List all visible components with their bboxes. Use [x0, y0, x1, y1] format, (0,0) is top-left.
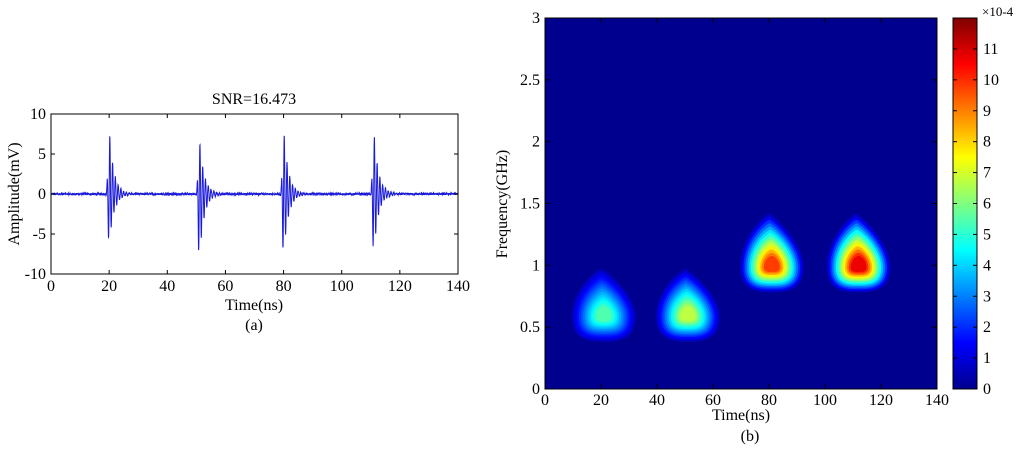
waveform-x-tick-label: 100 [330, 278, 354, 295]
waveform-series-line [51, 135, 458, 251]
colorbar: 0 1 2 3 4 5 6 7 8 9 10 11 ×10-4 [952, 4, 1014, 398]
waveform-chart-title: SNR=16.473 [212, 91, 296, 108]
waveform-y-tick-label: -5 [33, 226, 46, 243]
heatmap-caption: (b) [741, 428, 760, 445]
heatmap-x-tick-label: 20 [593, 392, 609, 409]
waveform-y-tick-label: -10 [25, 266, 46, 283]
colorbar-tick-label: 5 [983, 226, 991, 243]
heatmap-blob [739, 213, 804, 293]
heatmap-x-tick-label: 0 [541, 392, 549, 409]
time-frequency-heatmap: 0 20 40 60 80 100 120 140 00.511.522.53 Time(ns… [494, 4, 1014, 445]
waveform-x-tick-label: 80 [276, 278, 292, 295]
heatmap-x-tick-label: 60 [705, 392, 721, 409]
colorbar-tick-label: 4 [983, 257, 991, 274]
waveform-x-tick-label: 120 [388, 278, 412, 295]
waveform-x-axis-label: Time(ns) [225, 297, 283, 314]
waveform-y-tick-label: 5 [38, 146, 46, 163]
colorbar-tick-label: 3 [983, 288, 991, 305]
colorbar-tick-label: 0 [983, 381, 991, 398]
waveform-caption: (a) [245, 317, 263, 334]
heatmap-blob [655, 268, 720, 342]
heatmap-y-tick-label: 1 [532, 257, 540, 274]
heatmap-y-tick-label: 2.5 [520, 72, 540, 89]
heatmap-x-tick-label: 140 [925, 392, 949, 409]
colorbar-tick-label: 1 [983, 350, 991, 367]
heatmap-y-tick-label: 0.5 [520, 319, 540, 336]
colorbar-tick-label: 9 [983, 103, 991, 120]
heatmap-blob [571, 268, 636, 342]
waveform-x-tick-label: 0 [47, 278, 55, 295]
colorbar-tick-label: 2 [983, 319, 991, 336]
colorbar-scale-label: ×10-4 [982, 4, 1014, 19]
colorbar-tick-label: 11 [983, 41, 998, 58]
heatmap-x-tick-label: 40 [649, 392, 665, 409]
waveform-x-tick-label: 20 [101, 278, 117, 295]
heatmap-x-tick-label: 100 [813, 392, 837, 409]
colorbar-tick-label: 10 [983, 72, 999, 89]
heatmap-x-tick-label: 80 [761, 392, 777, 409]
waveform-x-tick-label: 60 [217, 278, 233, 295]
heatmap-y-tick-label: 3 [532, 10, 540, 27]
heatmap-y-tick-label: 1.5 [520, 196, 540, 213]
waveform-x-tick-label: 140 [446, 278, 470, 295]
waveform-y-tick-label: 10 [30, 106, 46, 123]
colorbar-tick-label: 7 [983, 165, 991, 182]
heatmap-y-tick-label: 2 [532, 134, 540, 151]
heatmap-x-tick-label: 120 [869, 392, 893, 409]
colorbar-tick-label: 8 [983, 134, 991, 151]
waveform-y-tick-label: 0 [38, 186, 46, 203]
waveform-y-axis-label: Amplitude(mV) [6, 142, 23, 245]
heatmap-y-axis-label: Frequency(GHz) [494, 150, 511, 258]
heatmap-y-tick-label: 0 [532, 381, 540, 398]
heatmap-x-axis-label: Time(ns) [712, 407, 770, 424]
waveform-x-tick-label: 40 [159, 278, 175, 295]
waveform-chart: SNR=16.473 0 20 40 60 80 100 120 140 -10-50510 … [6, 91, 470, 334]
heatmap-blob [826, 213, 891, 293]
colorbar-tick-label: 6 [983, 196, 991, 213]
